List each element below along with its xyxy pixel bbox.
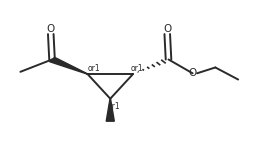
Text: O: O: [188, 68, 197, 78]
Polygon shape: [49, 57, 88, 74]
Text: or1: or1: [108, 102, 120, 111]
Text: O: O: [47, 24, 55, 34]
Text: O: O: [163, 24, 171, 34]
Polygon shape: [106, 99, 114, 121]
Text: or1: or1: [131, 64, 143, 73]
Text: or1: or1: [88, 64, 100, 73]
